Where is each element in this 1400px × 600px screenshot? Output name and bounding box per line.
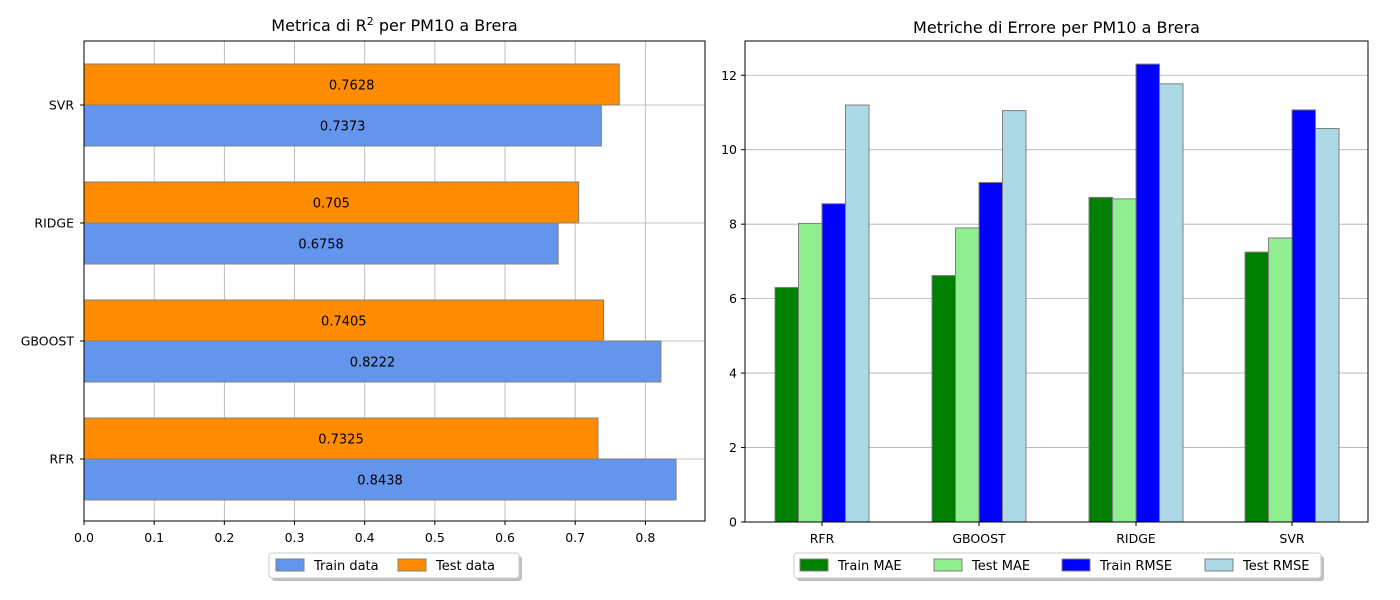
r2-bar-test-gboost	[83, 299, 605, 342]
error-ytick-label: 2	[729, 440, 737, 455]
error-bar-test-mae-rfr	[798, 222, 823, 523]
r2-xtick-label: 0.3	[285, 530, 305, 545]
r2-bar-test-rfr	[83, 417, 599, 460]
error-legend-label-3: Test RMSE	[1242, 559, 1309, 574]
r2-chart-frame	[83, 40, 706, 522]
r2-xtick-label: 0.4	[355, 530, 375, 545]
r2-label-test-ridge: 0.705	[313, 197, 350, 212]
r2-xtick-label: 0.8	[635, 530, 655, 545]
r2-legend-box	[268, 552, 520, 579]
error-legend-swatch-3	[1204, 558, 1234, 572]
error-bar-test-mae-gboost	[955, 227, 980, 523]
r2-chart-title: Metrica di R2 per PM10 a Brera	[271, 15, 517, 36]
r2-bar-train-gboost	[83, 340, 662, 383]
error-chart-legend: Train MAE Test MAE Train RMSE Test RMSE	[793, 552, 1324, 581]
r2-xtick-label: 0.5	[425, 530, 445, 545]
r2-xtick-label: 0.1	[144, 530, 164, 545]
r2-label-train-ridge: 0.6758	[298, 238, 344, 253]
r2-ytick-label: RFR	[49, 452, 74, 467]
r2-label-test-svr: 0.7628	[329, 79, 375, 94]
error-xtick-label: GBOOST	[952, 531, 1006, 546]
error-bar-test-rmse-svr	[1315, 127, 1340, 523]
r2-label-train-gboost: 0.8222	[350, 356, 396, 371]
r2-legend-label-0: Train data	[313, 559, 379, 574]
error-bar-train-mae-ridge	[1088, 196, 1113, 523]
r2-label-test-gboost: 0.7405	[321, 315, 367, 330]
error-bar-test-rmse-gboost	[1002, 110, 1027, 523]
error-legend-label-1: Test MAE	[971, 559, 1030, 574]
r2-xtick-label: 0.0	[74, 530, 94, 545]
error-bar-train-rmse-svr	[1291, 109, 1316, 523]
error-bar-train-mae-rfr	[774, 286, 799, 523]
r2-chart-legend: Train data Test data	[268, 552, 522, 581]
r2-ytick-label: GBOOST	[21, 334, 75, 349]
error-bar-test-mae-svr	[1268, 237, 1293, 523]
r2-legend-swatch-1	[397, 558, 427, 572]
error-chart-frame	[744, 40, 1369, 523]
error-bar-test-rmse-rfr	[845, 104, 870, 523]
r2-xtick-label: 0.2	[214, 530, 234, 545]
r2-label-test-rfr: 0.7325	[318, 433, 364, 448]
r2-xtick-label: 0.6	[495, 530, 515, 545]
r2-xtick-label: 0.7	[565, 530, 585, 545]
error-ytick-label: 0	[729, 515, 737, 530]
r2-chart: Metrica di R2 per PM10 a Brera 0.8438 0.7…	[21, 15, 706, 581]
error-ytick-label: 10	[721, 142, 737, 157]
error-bar-test-rmse-ridge	[1159, 83, 1184, 523]
error-ytick-label: 8	[729, 217, 737, 232]
error-xtick-label: RFR	[810, 531, 835, 546]
error-bar-train-rmse-gboost	[978, 181, 1003, 523]
error-legend-label-2: Train RMSE	[1099, 559, 1172, 574]
error-legend-swatch-1	[933, 558, 963, 572]
r2-bar-train-svr	[83, 104, 602, 147]
r2-label-train-svr: 0.7373	[320, 120, 366, 135]
error-legend-swatch-0	[799, 558, 829, 572]
error-bar-train-mae-svr	[1244, 251, 1269, 523]
error-ytick-label: 6	[729, 291, 737, 306]
error-xtick-label: RIDGE	[1116, 531, 1156, 546]
r2-legend-label-1: Test data	[435, 559, 495, 574]
error-bar-train-rmse-ridge	[1135, 63, 1160, 523]
r2-legend-swatch-0	[275, 558, 305, 572]
r2-label-train-rfr: 0.8438	[357, 474, 403, 489]
error-bar-test-mae-ridge	[1112, 198, 1137, 523]
error-bar-train-rmse-rfr	[821, 203, 846, 523]
r2-ytick-label: SVR	[49, 98, 74, 113]
error-chart-title: Metriche di Errore per PM10 a Brera	[913, 18, 1200, 37]
error-xtick-label: SVR	[1279, 531, 1304, 546]
error-bar-train-mae-gboost	[931, 275, 956, 523]
r2-ytick-label: RIDGE	[34, 216, 74, 231]
r2-bar-train-rfr	[83, 458, 677, 501]
error-legend-label-0: Train MAE	[837, 559, 902, 574]
error-ytick-label: 12	[721, 68, 737, 83]
error-chart: Metriche di Errore per PM10 a Brera 0 2 4 6…	[721, 18, 1369, 581]
error-legend-swatch-2	[1061, 558, 1091, 572]
r2-bar-test-svr	[83, 63, 620, 106]
error-ytick-label: 4	[729, 366, 737, 381]
error-legend-box	[793, 552, 1322, 579]
